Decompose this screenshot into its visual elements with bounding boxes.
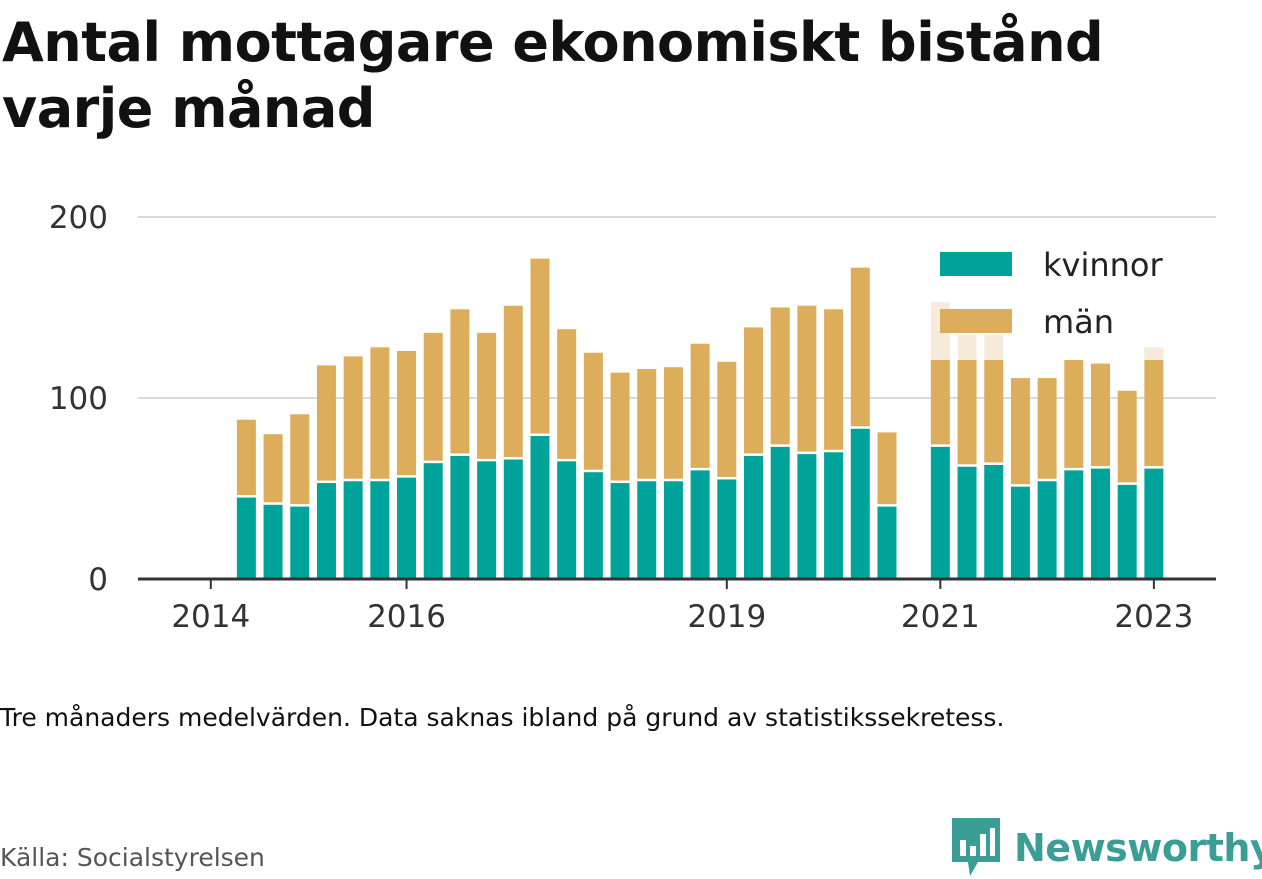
bars	[236, 258, 1164, 579]
bar-man	[1117, 390, 1137, 483]
bar-man	[450, 309, 470, 454]
bar-faded-segment	[984, 334, 1004, 360]
brand-name: Newsworthy	[1014, 826, 1262, 870]
bar-kvinnor	[1064, 470, 1084, 579]
bar-man	[530, 258, 550, 434]
bar-man	[717, 361, 737, 477]
bar-kvinnor	[877, 506, 897, 579]
chart-title: Antal mottagare ekonomiskt bistånd varje…	[2, 11, 1104, 140]
bar-kvinnor	[637, 481, 657, 579]
bar-man	[637, 369, 657, 479]
bar-man	[797, 305, 817, 452]
bar-man	[316, 365, 336, 481]
bar-kvinnor	[957, 466, 977, 579]
y-tick-label: 100	[49, 381, 108, 417]
bar-kvinnor	[770, 446, 790, 579]
x-tick-label: 2019	[687, 599, 766, 635]
bar-man	[770, 307, 790, 445]
bar-man	[583, 352, 603, 470]
bar-kvinnor	[824, 452, 844, 579]
bar-kvinnor	[797, 454, 817, 579]
bar-man	[1010, 378, 1030, 485]
bar-man	[1037, 378, 1057, 479]
y-tick-label: 0	[88, 562, 108, 598]
bar-man	[850, 267, 870, 427]
legend-swatch	[940, 252, 1012, 276]
bar-kvinnor	[290, 506, 310, 579]
bar-man	[824, 309, 844, 450]
legend: kvinnor män	[940, 246, 1164, 341]
bar-kvinnor	[583, 472, 603, 579]
bar-man	[370, 347, 390, 479]
bar-kvinnor	[850, 428, 870, 579]
bar-man	[610, 372, 630, 481]
x-tick-label: 2016	[367, 599, 446, 635]
chart-note: Tre månaders medelvärden. Data saknas ib…	[0, 703, 1005, 732]
bar-kvinnor	[263, 504, 283, 579]
y-tick-label: 200	[49, 200, 108, 236]
bar-kvinnor	[930, 446, 950, 579]
legend-label: kvinnor	[1043, 246, 1164, 284]
bar-man	[477, 332, 497, 459]
bar-kvinnor	[343, 481, 363, 579]
bar-faded-segment	[957, 334, 977, 360]
bar-man	[957, 359, 977, 465]
x-tick-label: 2021	[901, 599, 980, 635]
bar-kvinnor	[744, 455, 764, 579]
bar-kvinnor	[450, 455, 470, 579]
legend-swatch	[940, 309, 1012, 333]
bar-kvinnor	[530, 436, 550, 579]
bar-man	[263, 434, 283, 503]
y-axis-ticks: 0 100 200	[49, 200, 108, 598]
bar-kvinnor	[984, 464, 1004, 579]
bar-kvinnor	[1090, 468, 1110, 579]
x-axis-ticks: 2014 2016 2019 2021 2023	[171, 579, 1193, 635]
bar-man	[343, 356, 363, 479]
bar-man	[663, 367, 683, 479]
bar-man	[930, 359, 950, 445]
bar-man	[557, 329, 577, 459]
bar-man	[1064, 359, 1084, 468]
bar-man	[744, 327, 764, 454]
newsworthy-logo-icon	[952, 818, 1000, 876]
bar-man	[1144, 359, 1164, 467]
bar-kvinnor	[610, 483, 630, 579]
bar-kvinnor	[717, 479, 737, 579]
bar-man	[1090, 363, 1110, 467]
bar-kvinnor	[316, 483, 336, 579]
bar-kvinnor	[236, 497, 256, 579]
bar-kvinnor	[370, 481, 390, 579]
bar-man	[690, 343, 710, 468]
bar-kvinnor	[690, 470, 710, 579]
bar-kvinnor	[477, 461, 497, 579]
x-tick-label: 2023	[1114, 599, 1193, 635]
bar-kvinnor	[1010, 486, 1030, 579]
bar-kvinnor	[397, 477, 417, 579]
bar-man	[290, 414, 310, 505]
x-tick-label: 2014	[171, 599, 250, 635]
brand-logo[interactable]: Newsworthy	[952, 818, 1262, 878]
bar-kvinnor	[663, 481, 683, 579]
bar-faded-segment	[1144, 347, 1164, 360]
bar-kvinnor	[1037, 481, 1057, 579]
bar-man	[984, 359, 1004, 463]
bar-kvinnor	[423, 463, 443, 579]
source-credit: Källa: Socialstyrelsen	[0, 843, 265, 872]
bar-kvinnor	[557, 461, 577, 579]
stacked-bar-chart: 0 100 200 2014 2016 2019 2021 2023 kvinnor män	[49, 200, 1216, 635]
bar-kvinnor	[1117, 484, 1137, 579]
bar-kvinnor	[503, 459, 523, 579]
legend-label: män	[1043, 303, 1114, 341]
bar-man	[236, 419, 256, 496]
bar-man	[503, 305, 523, 458]
bar-man	[423, 332, 443, 461]
bar-man	[877, 432, 897, 505]
bar-kvinnor	[1144, 468, 1164, 579]
bar-man	[397, 350, 417, 476]
